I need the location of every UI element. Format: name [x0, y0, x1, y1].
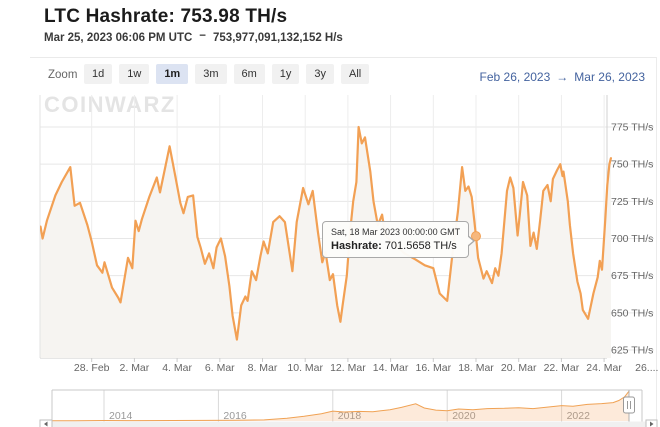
zoom-label: Zoom — [48, 69, 78, 81]
scrollbar-track[interactable] — [52, 421, 646, 427]
hashrate-area — [40, 127, 611, 358]
x-axis-label: 18. Mar — [458, 362, 494, 374]
zoom-button-all[interactable]: All — [341, 64, 370, 84]
x-axis-label: 20. Mar — [501, 362, 537, 374]
subtitle-separator: − — [199, 30, 207, 42]
widget-top-border — [30, 57, 657, 58]
x-axis-label: 14. Mar — [373, 362, 409, 374]
page-title: LTC Hashrate: 753.98 TH/s — [44, 6, 288, 27]
navigator-year-label: 2014 — [109, 410, 133, 422]
y-axis-label: 650 TH/s — [611, 307, 653, 319]
widget-right-border — [656, 57, 657, 427]
navigator-handle[interactable] — [623, 396, 635, 414]
navigator-year-label: 2018 — [338, 410, 362, 422]
zoom-button-6m[interactable]: 6m — [233, 64, 265, 84]
navigator-line — [52, 390, 630, 422]
navigator-area — [52, 391, 630, 421]
zoom-button-1y[interactable]: 1y — [271, 64, 300, 84]
x-axis-label: 16. Mar — [415, 362, 451, 374]
zoom-button-3m[interactable]: 3m — [195, 64, 227, 84]
date-range-to[interactable]: Mar 26, 2023 — [574, 70, 645, 84]
zoom-button-1m[interactable]: 1m — [156, 64, 189, 84]
date-range-from[interactable]: Feb 26, 2023 — [479, 70, 551, 84]
timestamp: Mar 25, 2023 06:06 PM UTC — [44, 32, 193, 44]
hashrate-full-value: 753,977,091,132,152 H/s — [213, 32, 343, 44]
navigator-year-label: 2022 — [567, 410, 591, 422]
coinwarz-watermark-logo: COINWARZ — [44, 92, 176, 117]
x-axis-label: 22. Mar — [544, 362, 580, 374]
tooltip-date: Sat, 18 Mar 2023 00:00:00 GMT — [331, 227, 461, 237]
date-range[interactable]: Feb 26, 2023 → Mar 26, 2023 — [480, 70, 645, 84]
x-axis-label: 24. Mar — [586, 362, 622, 374]
zoom-button-1d[interactable]: 1d — [84, 64, 113, 84]
scrollbar-left-arrow-icon — [44, 421, 48, 427]
tooltip-series-label: Hashrate: — [331, 240, 382, 252]
tooltip: Sat, 18 Mar 2023 00:00:00 GMT Hashrate: … — [322, 221, 476, 258]
x-axis-label: 2. Mar — [120, 362, 150, 374]
x-axis-label: 26.... — [635, 362, 658, 374]
y-axis-label: 700 TH/s — [611, 233, 653, 245]
zoom-button-1w[interactable]: 1w — [119, 64, 150, 84]
y-axis-label: 775 TH/s — [611, 122, 653, 134]
y-axis-label: 750 TH/s — [611, 159, 653, 171]
x-axis-label: 6. Mar — [205, 362, 235, 374]
navigator-year-label: 2020 — [452, 410, 476, 422]
y-axis-label: 625 TH/s — [611, 345, 653, 357]
x-axis-label: 12. Mar — [330, 362, 366, 374]
navigator-year-label: 2016 — [223, 410, 247, 422]
x-axis-label: 28. Feb — [74, 362, 110, 374]
scrollbar-right-arrow-icon — [650, 421, 654, 427]
y-axis-label: 675 TH/s — [611, 270, 653, 282]
date-range-arrow-icon: → — [556, 70, 569, 84]
tooltip-value: 701.5658 TH/s — [384, 240, 457, 252]
range-selector: 1d 1w 1m 3m 6m 1y 3y All — [84, 64, 370, 84]
x-axis-label: 8. Mar — [248, 362, 278, 374]
zoom-button-3y[interactable]: 3y — [306, 64, 335, 84]
x-axis-label: 4. Mar — [162, 362, 192, 374]
header-subtitle: Mar 25, 2023 06:06 PM UTC −753,977,091,13… — [44, 30, 343, 44]
y-axis-label: 725 TH/s — [611, 196, 653, 208]
x-axis-label: 10. Mar — [287, 362, 323, 374]
